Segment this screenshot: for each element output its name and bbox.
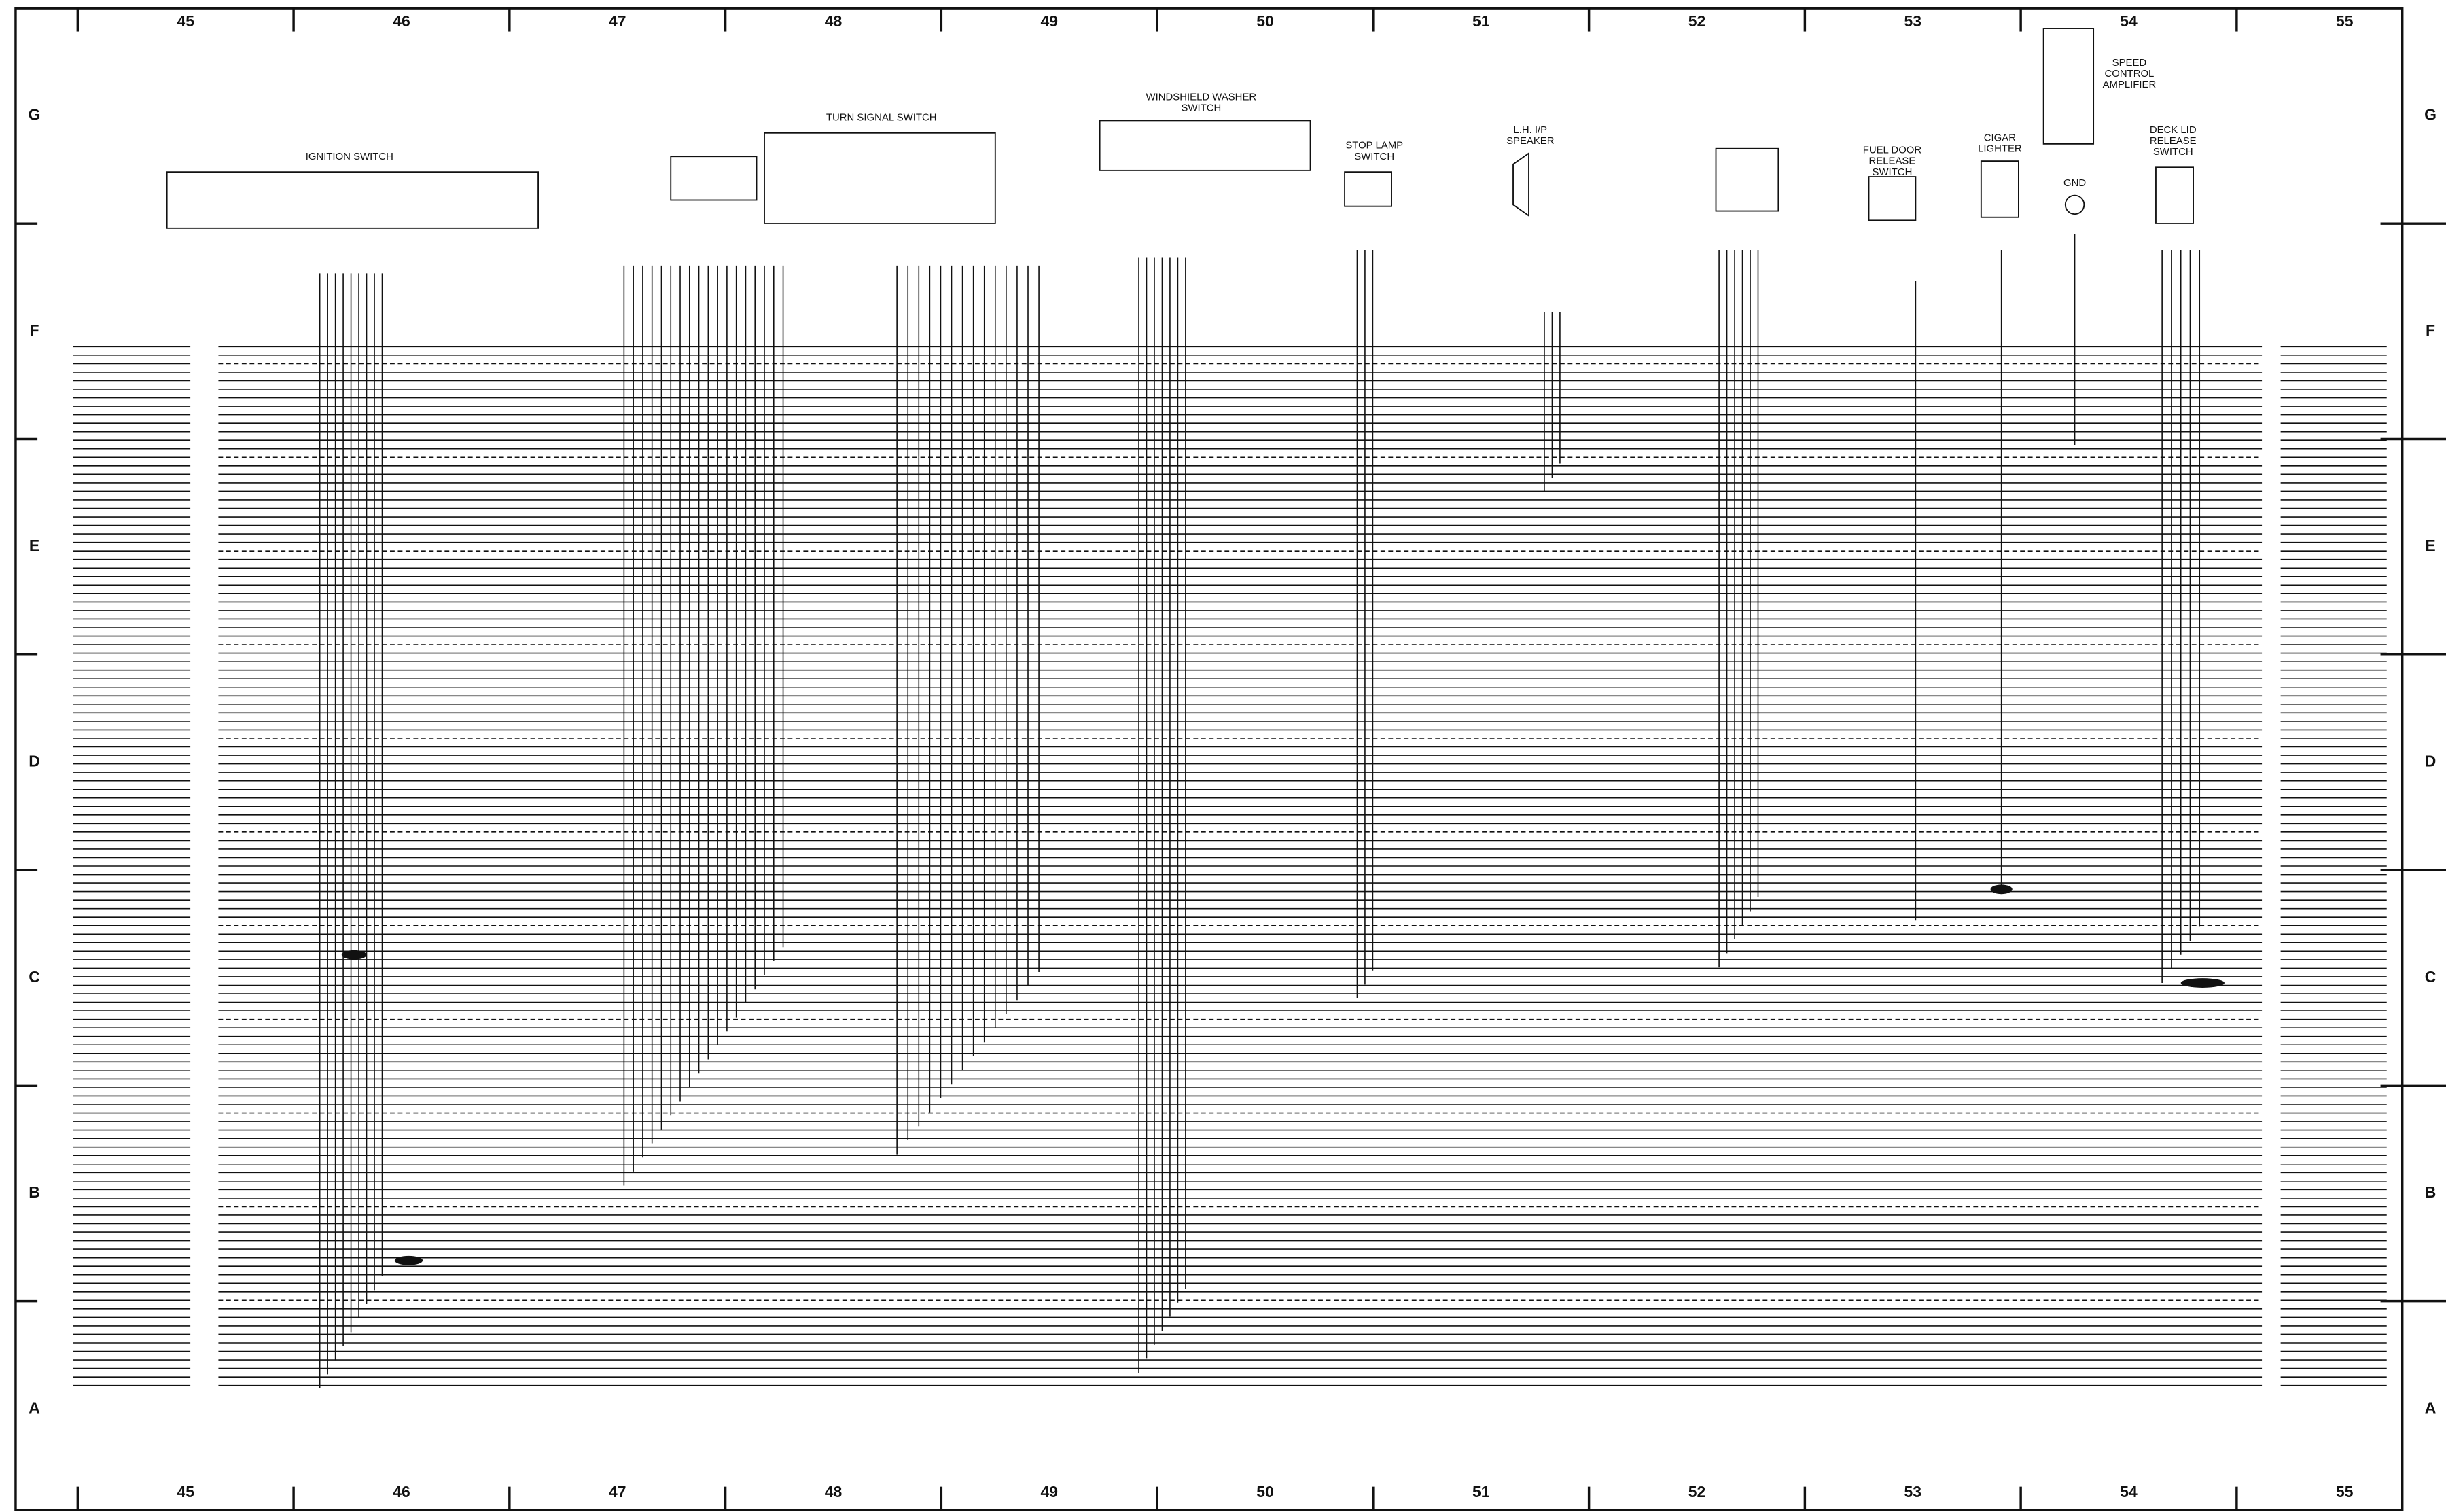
deck-lid-box [2155, 166, 2194, 224]
column-label: 52 [1688, 12, 1706, 30]
splice [341, 950, 367, 960]
splice [394, 1255, 423, 1265]
column-label: 54 [2120, 12, 2138, 30]
row-label: F [30, 321, 39, 339]
turn-signal-box [764, 132, 996, 224]
component-label: FUEL DOOR [1863, 145, 1922, 156]
components [166, 28, 2194, 229]
row-label: C [2425, 968, 2436, 986]
component-label: GND [2063, 177, 2086, 189]
column-label: 54 [2120, 1483, 2138, 1500]
washer-switch-box [1099, 120, 1311, 171]
component-label: STOP LAMP [1345, 140, 1403, 151]
ground-terminal [2064, 194, 2085, 215]
cigar-lighter-box [1980, 160, 2019, 218]
row-label: D [2425, 752, 2436, 770]
component-label: SWITCH [2153, 146, 2193, 158]
column-label: 49 [1040, 12, 1058, 30]
column-label: 52 [1688, 1483, 1706, 1500]
column-label: 55 [2336, 12, 2354, 30]
column-label: 45 [177, 1483, 194, 1500]
column-label: 47 [609, 12, 626, 30]
row-label: G [2424, 106, 2436, 124]
fuel-door-box [1868, 176, 1917, 221]
component-label: IGNITION SWITCH [306, 151, 393, 162]
component-label: WINDSHIELD WASHER [1146, 92, 1257, 103]
component-label: CIGAR [1984, 132, 2016, 143]
connector-52 [1715, 147, 1779, 212]
row-label: F [2426, 321, 2435, 339]
component-label: RELEASE [2150, 135, 2197, 147]
component-label: CONTROL [2104, 68, 2154, 79]
column-label: 46 [393, 1483, 410, 1500]
row-label: A [2425, 1399, 2436, 1416]
column-label: 46 [393, 12, 410, 30]
turn-signal-aux-box [670, 156, 758, 201]
column-label: 55 [2336, 1483, 2354, 1500]
component-label: RELEASE [1869, 156, 1916, 167]
column-label: 50 [1256, 1483, 1274, 1500]
component-label: L.H. I/P [1513, 124, 1547, 136]
column-label: 45 [177, 12, 194, 30]
stop-lamp-box [1344, 171, 1392, 207]
component-label: SPEED [2112, 57, 2147, 69]
component-label: SWITCH [1354, 151, 1394, 162]
component-label: SWITCH [1873, 166, 1913, 178]
row-label: E [29, 537, 39, 554]
column-label: 48 [825, 1483, 843, 1500]
component-label: LIGHTER [1978, 143, 2022, 154]
component-label: DECK LID [2150, 124, 2197, 136]
column-label: 53 [1904, 1483, 1921, 1500]
speaker-icon [1512, 151, 1529, 217]
ignition-switch-box [166, 171, 539, 229]
row-label: B [2425, 1183, 2436, 1201]
column-label: 51 [1472, 12, 1490, 30]
row-label: D [29, 752, 40, 770]
splice [1990, 884, 2013, 895]
row-label: C [29, 968, 40, 986]
splice [2180, 978, 2225, 988]
wires [73, 234, 2387, 1388]
component-label: TURN SIGNAL SWITCH [826, 111, 937, 123]
row-label: G [29, 106, 41, 124]
component-label: SPEAKER [1506, 135, 1555, 147]
row-label: B [29, 1183, 40, 1201]
column-label: 49 [1040, 1483, 1058, 1500]
row-label: A [29, 1399, 40, 1416]
frame [14, 7, 2404, 1511]
row-label: E [2425, 537, 2435, 554]
component-label: SWITCH [1181, 103, 1221, 114]
speed-control-box [2042, 28, 2095, 145]
column-label: 53 [1904, 12, 1921, 30]
column-label: 51 [1472, 1483, 1490, 1500]
column-label: 50 [1256, 12, 1274, 30]
column-label: 48 [825, 12, 843, 30]
component-label: AMPLIFIER [2103, 79, 2157, 90]
column-label: 47 [609, 1483, 626, 1500]
